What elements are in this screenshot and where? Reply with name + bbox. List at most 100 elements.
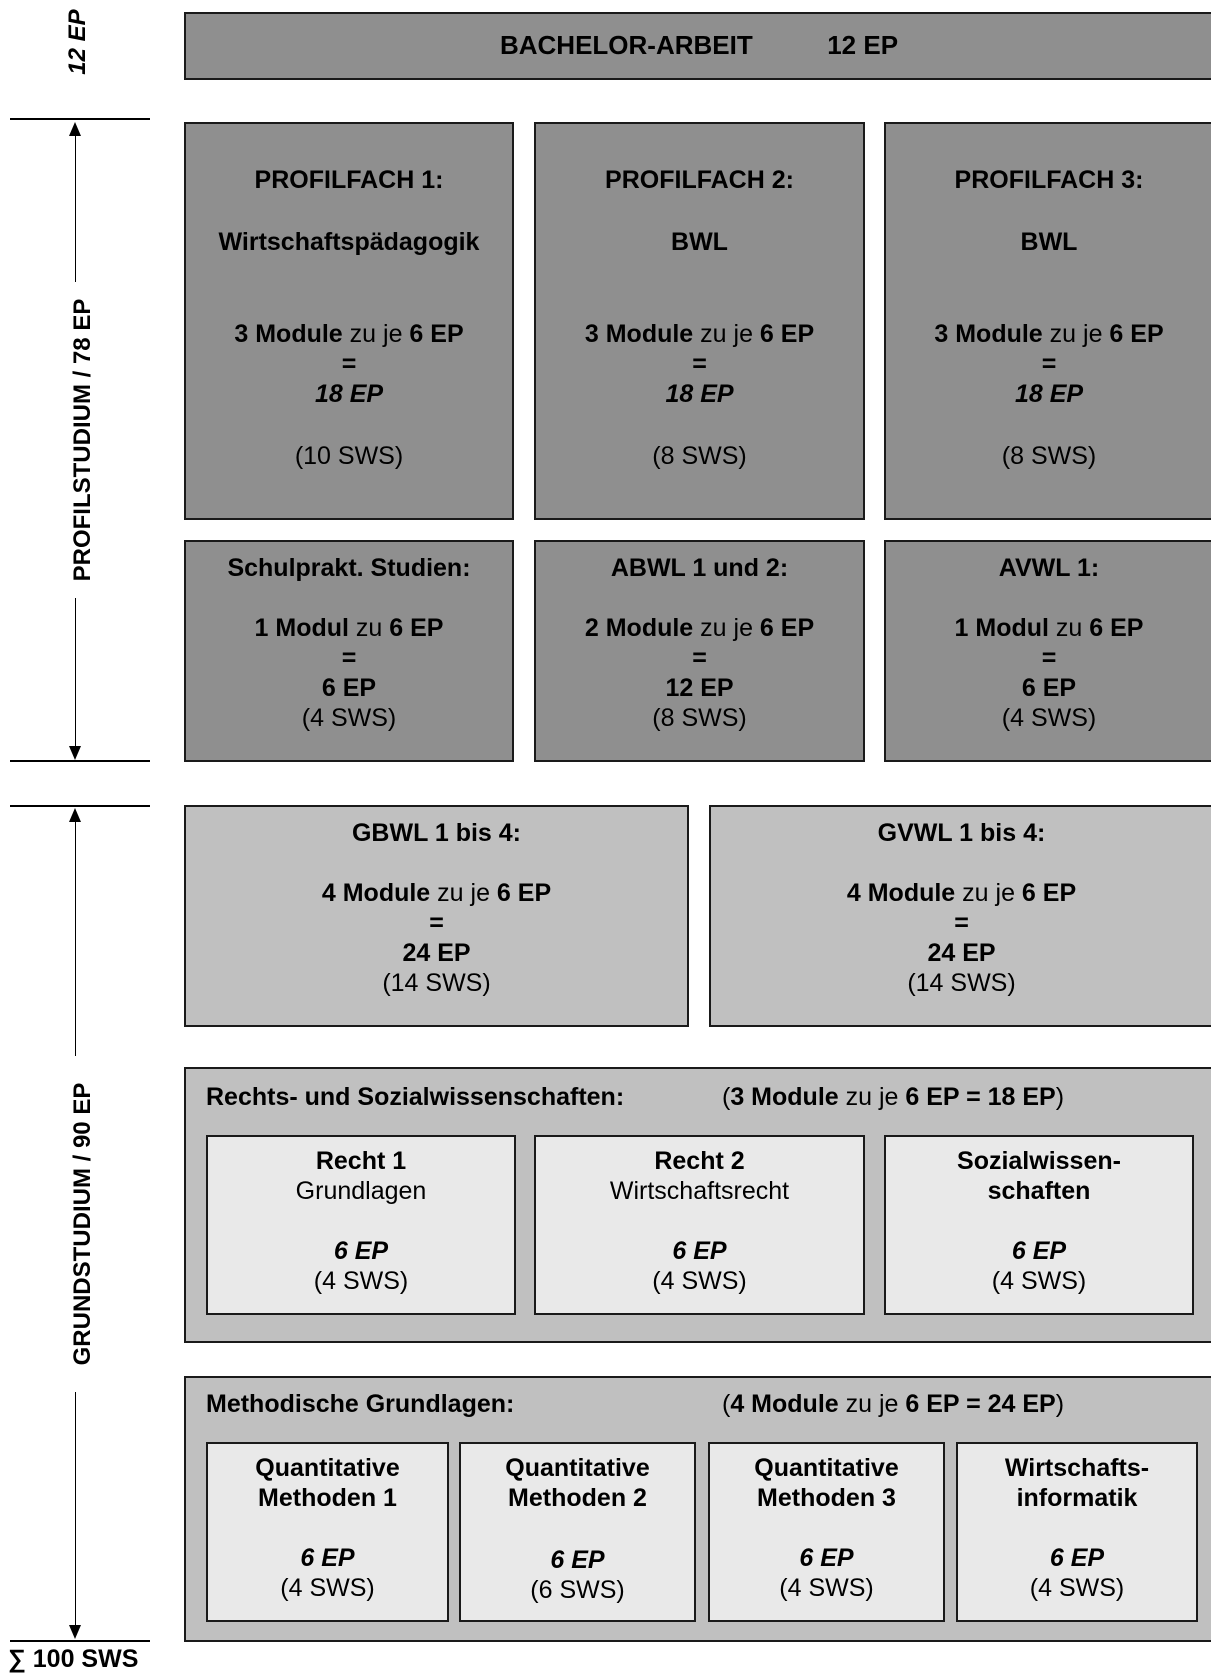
profilfach-sws: (8 SWS) bbox=[652, 442, 747, 470]
module-sws: (14 SWS) bbox=[907, 969, 1016, 997]
equals: = bbox=[1041, 644, 1057, 672]
module-name: Quantitative bbox=[505, 1454, 650, 1482]
profilfach-equals: = bbox=[341, 350, 357, 378]
module-subtitle: Methoden 2 bbox=[508, 1484, 647, 1512]
module-total: 12 EP bbox=[665, 674, 734, 702]
module-subtitle: Grundlagen bbox=[295, 1177, 427, 1205]
profilfach-subject: BWL bbox=[1020, 228, 1078, 256]
module-ep: 6 EP bbox=[672, 1237, 727, 1265]
module-sws: (4 SWS) bbox=[1001, 704, 1097, 732]
abwl-box: ABWL 1 und 2: 2 Module zu je 6 EP = 12 E… bbox=[534, 540, 865, 762]
module-subtitle: Methoden 3 bbox=[757, 1484, 896, 1512]
profil-side-label-text: PROFILSTUDIUM / 78 EP bbox=[69, 298, 96, 582]
module-ep: 6 EP bbox=[799, 1544, 854, 1572]
gvwl-box: GVWL 1 bis 4: 4 Module zu je 6 EP = 24 E… bbox=[709, 805, 1211, 1027]
divider-line bbox=[10, 805, 150, 807]
equals: = bbox=[429, 909, 444, 937]
module-sws: (8 SWS) bbox=[652, 704, 747, 732]
module-sws: (6 SWS) bbox=[530, 1576, 625, 1604]
recht-1-module: Recht 1 Grundlagen 6 EP (4 SWS) bbox=[206, 1135, 516, 1315]
module-total: 6 EP bbox=[1021, 674, 1077, 702]
profilfach-equals: = bbox=[1041, 350, 1057, 378]
quantitative-methoden-2-module: Quantitative Methoden 2 6 EP (6 SWS) bbox=[459, 1442, 696, 1622]
schulpraktische-studien-box: Schulprakt. Studien: 1 Modul zu 6 EP = 6… bbox=[184, 540, 514, 762]
profilfach-total: 18 EP bbox=[314, 380, 384, 408]
quantitative-methoden-1-module: Quantitative Methoden 1 6 EP (4 SWS) bbox=[206, 1442, 449, 1622]
recht-2-module: Recht 2 Wirtschaftsrecht 6 EP (4 SWS) bbox=[534, 1135, 865, 1315]
profilfach-title: PROFILFACH 2: bbox=[605, 166, 794, 194]
module-total: 24 EP bbox=[927, 939, 996, 967]
module-sws: (4 SWS) bbox=[779, 1574, 874, 1602]
grund-side-label-text: GRUNDSTUDIUM / 90 EP bbox=[69, 1082, 96, 1366]
module-ep: 6 EP bbox=[1049, 1544, 1105, 1572]
equals: = bbox=[954, 909, 969, 937]
recht-section: Rechts- und Sozialwissenschaften: (3 Mod… bbox=[184, 1067, 1211, 1343]
module-sws: (4 SWS) bbox=[301, 704, 397, 732]
divider-line bbox=[10, 760, 150, 762]
module-subtitle: Wirtschaftsrecht bbox=[609, 1177, 790, 1205]
quantitative-methoden-3-module: Quantitative Methoden 3 6 EP (4 SWS) bbox=[708, 1442, 945, 1622]
profilfach-subject: BWL bbox=[671, 228, 728, 256]
module-sws: (4 SWS) bbox=[313, 1267, 409, 1295]
bachelor-ep-side-label: 12 EP bbox=[64, 9, 91, 75]
profilfach-2-box: PROFILFACH 2: BWL 3 Module zu je 6 EP = … bbox=[534, 122, 865, 520]
profilfach-module-line: 3 Module zu je 6 EP bbox=[234, 320, 464, 348]
arrow-down-icon bbox=[69, 1625, 81, 1639]
profilfach-sws: (8 SWS) bbox=[1001, 442, 1097, 470]
profilfach-sws: (10 SWS) bbox=[294, 442, 404, 470]
profilfach-subject: Wirtschaftspädagogik bbox=[218, 228, 480, 256]
module-line: 2 Module zu je 6 EP bbox=[584, 614, 815, 642]
module-name: Sozialwissen- bbox=[957, 1147, 1121, 1175]
module-subtitle: informatik bbox=[1016, 1484, 1138, 1512]
module-line: 4 Module zu je 6 EP bbox=[846, 879, 1077, 907]
recht-summary: (3 Module zu je 6 EP = 18 EP) bbox=[722, 1083, 1065, 1111]
bachelor-ep: 12 EP bbox=[827, 30, 899, 60]
module-sws: (4 SWS) bbox=[280, 1574, 375, 1602]
profilfach-equals: = bbox=[692, 350, 707, 378]
profilfach-3-box: PROFILFACH 3: BWL 3 Module zu je 6 EP = … bbox=[884, 122, 1211, 520]
arrow-up-icon bbox=[69, 122, 81, 136]
module-name: Quantitative bbox=[255, 1454, 400, 1482]
module-total: 6 EP bbox=[321, 674, 377, 702]
gbwl-box: GBWL 1 bis 4: 4 Module zu je 6 EP = 24 E… bbox=[184, 805, 689, 1027]
profilfach-title: PROFILFACH 1: bbox=[254, 166, 444, 194]
module-name: Wirtschafts- bbox=[1004, 1454, 1150, 1482]
recht-heading: Rechts- und Sozialwissenschaften: bbox=[206, 1083, 625, 1111]
module-sws: (4 SWS) bbox=[1029, 1574, 1125, 1602]
module-line: 1 Modul zu 6 EP bbox=[254, 614, 444, 642]
bachelor-title: BACHELOR-ARBEIT bbox=[499, 30, 753, 60]
equals: = bbox=[692, 644, 707, 672]
methoden-section: Methodische Grundlagen: (4 Module zu je … bbox=[184, 1376, 1211, 1642]
module-subtitle: Methoden 1 bbox=[258, 1484, 397, 1512]
equals: = bbox=[341, 644, 357, 672]
profilfach-total: 18 EP bbox=[1014, 380, 1084, 408]
methoden-summary: (4 Module zu je 6 EP = 24 EP) bbox=[722, 1390, 1065, 1418]
profilfach-1-box: PROFILFACH 1: Wirtschaftspädagogik 3 Mod… bbox=[184, 122, 514, 520]
divider-line bbox=[10, 1640, 150, 1642]
module-name: Recht 2 bbox=[654, 1147, 745, 1175]
module-line: 1 Modul zu 6 EP bbox=[954, 614, 1144, 642]
arrow-down-icon bbox=[69, 746, 81, 760]
module-group-title: GBWL 1 bis 4: bbox=[351, 819, 521, 847]
module-sws: (14 SWS) bbox=[382, 969, 491, 997]
wirtschaftsinformatik-module: Wirtschafts- informatik 6 EP (4 SWS) bbox=[956, 1442, 1198, 1622]
divider-line bbox=[10, 118, 150, 120]
profilfach-module-line: 3 Module zu je 6 EP bbox=[934, 320, 1164, 348]
avwl-box: AVWL 1: 1 Modul zu 6 EP = 6 EP (4 SWS) bbox=[884, 540, 1211, 762]
grund-side-label: GRUNDSTUDIUM / 90 EP bbox=[69, 1056, 97, 1392]
module-subtitle: schaften bbox=[987, 1177, 1091, 1205]
arrow-up-icon bbox=[69, 808, 81, 822]
module-name: Quantitative bbox=[754, 1454, 899, 1482]
module-sws: (4 SWS) bbox=[652, 1267, 747, 1295]
module-ep: 6 EP bbox=[1011, 1237, 1067, 1265]
module-group-title: Schulprakt. Studien: bbox=[227, 554, 471, 582]
module-ep: 6 EP bbox=[300, 1544, 355, 1572]
bachelor-arbeit-box: BACHELOR-ARBEIT 12 EP bbox=[184, 12, 1211, 80]
methoden-heading: Methodische Grundlagen: bbox=[206, 1390, 515, 1418]
module-group-title: GVWL 1 bis 4: bbox=[877, 819, 1046, 847]
sozialwissenschaften-module: Sozialwissen- schaften 6 EP (4 SWS) bbox=[884, 1135, 1194, 1315]
module-ep: 6 EP bbox=[550, 1546, 605, 1574]
module-group-title: ABWL 1 und 2: bbox=[610, 554, 789, 582]
module-group-title: AVWL 1: bbox=[998, 554, 1100, 582]
module-total: 24 EP bbox=[402, 939, 471, 967]
